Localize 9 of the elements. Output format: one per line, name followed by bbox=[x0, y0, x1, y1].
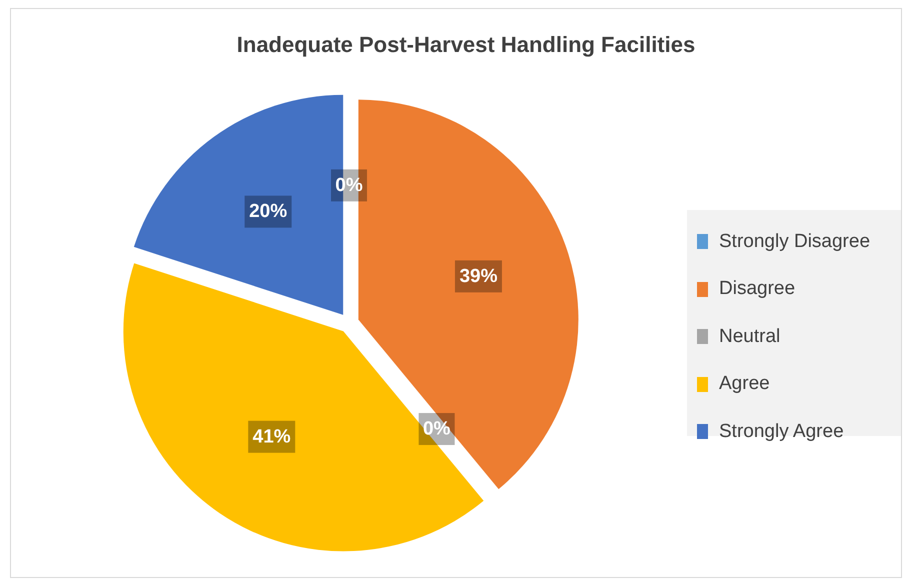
chart-title: Inadequate Post-Harvest Handling Facilities bbox=[236, 31, 696, 59]
legend-label: Agree bbox=[719, 373, 770, 396]
legend-label: Disagree bbox=[719, 278, 796, 300]
data-label: 41% bbox=[252, 426, 291, 448]
data-label: 39% bbox=[459, 266, 498, 287]
legend-label: Neutral bbox=[719, 326, 780, 348]
data-label: 20% bbox=[249, 201, 288, 222]
legend-label: Strongly Disagree bbox=[719, 230, 870, 253]
legend-label: Strongly Agree bbox=[719, 420, 844, 443]
